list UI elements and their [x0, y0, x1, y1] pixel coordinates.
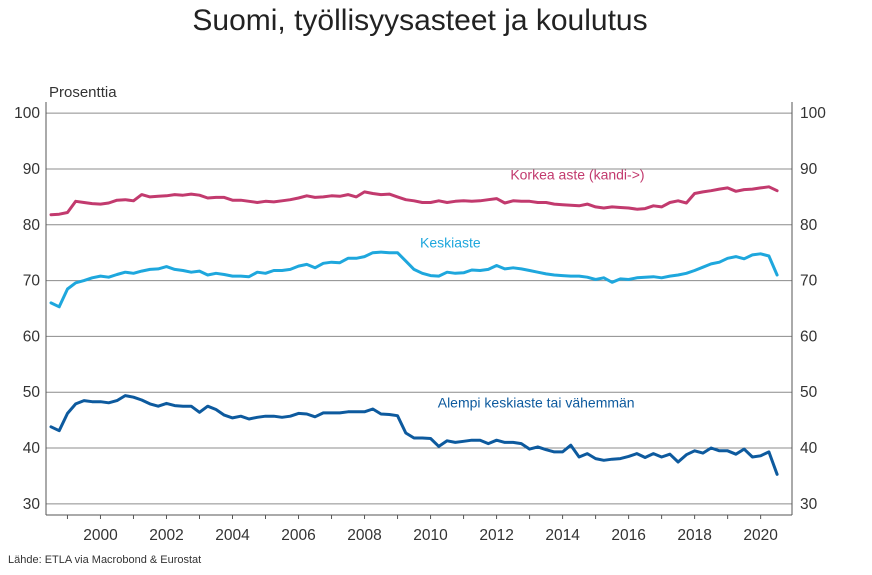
series-label-3: Alempi keskiaste tai vähemmän: [438, 394, 635, 410]
y-tick-label-right: 50: [800, 384, 818, 401]
y-tick-label-left: 70: [23, 273, 41, 290]
x-tick-label: 2020: [743, 527, 778, 544]
series-label-2: Keskiaste: [420, 235, 481, 251]
chart-title: Suomi, työllisyysasteet ja koulutus: [192, 4, 648, 37]
series-line-2: [49, 250, 779, 309]
series-labels: Korkea aste (kandi->) Keskiaste Alempi kes…: [420, 167, 645, 411]
x-tick-label: 2006: [281, 527, 315, 544]
series-line-1: [49, 185, 779, 217]
y-tick-label-left: 30: [23, 496, 41, 513]
x-tick-label: 2000: [83, 527, 118, 544]
y-tick-label-right: 90: [800, 161, 818, 178]
y-tick-label-left: 60: [23, 328, 41, 345]
x-tick-label: 2012: [479, 527, 513, 544]
y-tick-label-right: 30: [800, 496, 818, 513]
x-tick-label: 2014: [545, 527, 580, 544]
y-tick-label-left: 80: [23, 217, 41, 234]
y-tick-label-right: 100: [800, 105, 826, 122]
series-lines: [49, 185, 779, 476]
x-tick-label: 2008: [347, 527, 381, 544]
source-note: Lähde: ETLA via Macrobond & Eurostat: [8, 554, 202, 566]
x-tick-label: 2010: [413, 527, 448, 544]
x-tick-label: 2018: [677, 527, 711, 544]
y-tick-label-left: 50: [23, 384, 41, 401]
axes: 30 30 40 40 50 50 60 60 70 70 80 80 90 90 100 100 2000 20…: [14, 102, 826, 544]
x-tick-label: 2004: [215, 527, 250, 544]
y-tick-label-right: 70: [800, 273, 818, 290]
x-tick-label: 2002: [149, 527, 183, 544]
gridlines: [46, 112, 792, 505]
x-tick-label: 2016: [611, 527, 645, 544]
y-tick-label-left: 90: [23, 161, 41, 178]
y-tick-label-right: 60: [800, 328, 818, 345]
y-tick-label-left: 100: [14, 105, 40, 122]
y-axis-unit-label: Prosenttia: [49, 84, 117, 101]
y-tick-label-right: 40: [800, 440, 818, 457]
y-tick-label-left: 40: [23, 440, 41, 457]
y-tick-label-right: 80: [800, 217, 818, 234]
series-line-3: [49, 394, 779, 476]
series-label-1: Korkea aste (kandi->): [510, 167, 644, 183]
